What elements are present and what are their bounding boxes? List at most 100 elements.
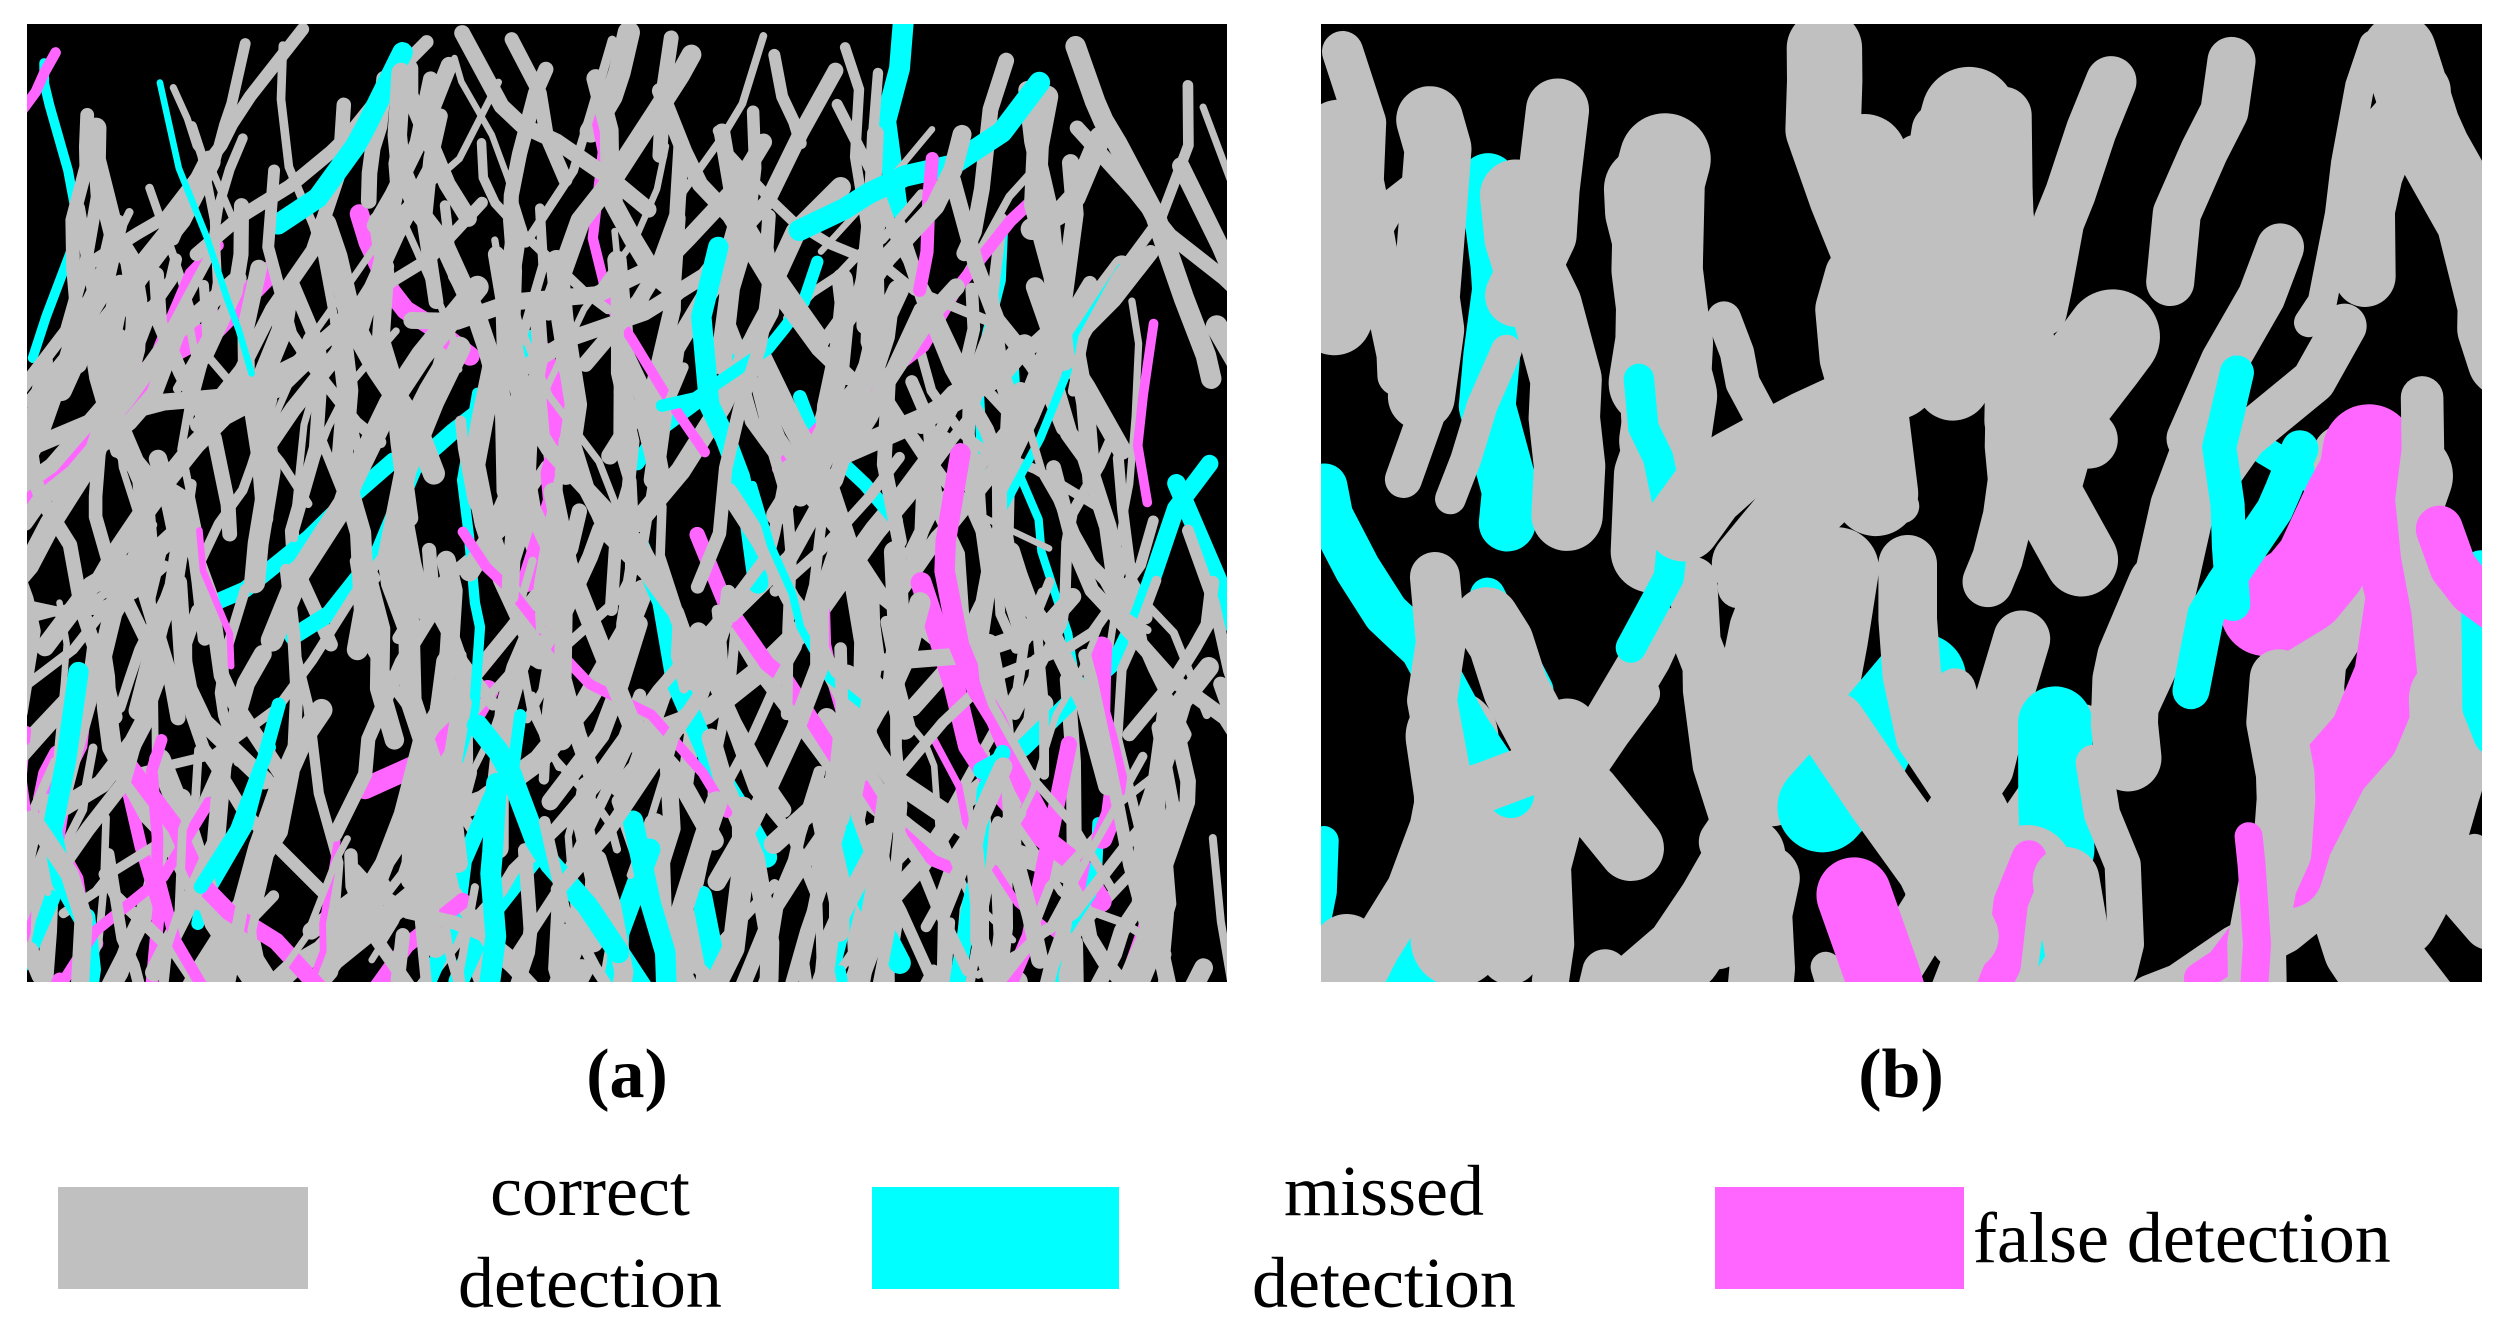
- map-region: [1726, 845, 1800, 982]
- map-region: [27, 301, 159, 493]
- map-region: [449, 387, 486, 778]
- map-region: [1182, 524, 1227, 684]
- map-region: [811, 839, 885, 982]
- map-region: [527, 521, 609, 667]
- map-region: [769, 451, 905, 597]
- map-region: [2146, 36, 2256, 307]
- map-region: [934, 443, 1053, 831]
- map-region: [506, 709, 536, 839]
- map-region: [269, 835, 351, 982]
- map-region: [389, 515, 444, 878]
- map-region: [145, 734, 207, 982]
- map-region: [723, 340, 888, 623]
- map-region: [805, 124, 972, 495]
- map-region: [550, 584, 736, 898]
- map-region: [331, 329, 375, 661]
- map-region: [964, 476, 1032, 647]
- panel-label: (a): [586, 1036, 668, 1113]
- map-region: [451, 54, 530, 241]
- map-region: [1480, 159, 1606, 551]
- map-region: [1797, 691, 1999, 971]
- map-region: [115, 750, 326, 982]
- map-region: [27, 138, 104, 393]
- map-region: [115, 253, 182, 368]
- map-region: [129, 535, 186, 726]
- map-region: [2220, 404, 2416, 657]
- map-region: [1976, 840, 2047, 982]
- map-region: [1208, 834, 1227, 982]
- map-region: [1384, 268, 1458, 498]
- map-region: [27, 567, 123, 762]
- map-region: [1453, 587, 1664, 882]
- map-region: [2172, 430, 2319, 710]
- map-region: [974, 627, 1116, 893]
- map-region: [416, 108, 448, 310]
- map-region: [748, 480, 867, 710]
- map-region: [768, 48, 807, 150]
- map-region: [813, 844, 824, 982]
- map-region: [504, 32, 573, 187]
- map-region: [1001, 542, 1117, 796]
- map-region: [2333, 60, 2451, 307]
- map-region: [496, 426, 523, 605]
- map-region: [1863, 134, 1939, 376]
- map-region: [2234, 822, 2271, 982]
- map-region: [2155, 303, 2367, 556]
- map-region: [1116, 894, 1171, 982]
- map-region: [1009, 436, 1116, 720]
- map-region: [548, 887, 567, 982]
- map-region: [80, 24, 310, 272]
- map-region: [2415, 505, 2482, 628]
- map-region: [883, 515, 1159, 792]
- map-region: [1932, 668, 1995, 982]
- map-region: [156, 79, 255, 377]
- map-region: [1067, 79, 1194, 397]
- map-region: [875, 24, 914, 218]
- map-region: [1032, 576, 1055, 780]
- legend-label: missed detection: [1252, 1151, 1516, 1323]
- map-region: [2016, 56, 2137, 337]
- map-region: [54, 713, 153, 816]
- map-region: [788, 71, 1051, 241]
- map-region: [223, 563, 304, 973]
- map-region: [90, 327, 185, 456]
- map-region: [2166, 223, 2304, 463]
- map-region: [193, 697, 286, 894]
- map-region: [27, 633, 105, 923]
- map-region: [1065, 35, 1222, 389]
- map-region: [1435, 334, 1522, 515]
- map-region: [701, 728, 780, 982]
- map-region: [217, 949, 241, 982]
- map-region: [1069, 120, 1227, 292]
- map-region: [705, 223, 748, 375]
- map-region: [363, 652, 456, 904]
- map-region: [102, 848, 145, 982]
- map-region: [344, 848, 415, 982]
- map-region: [237, 259, 274, 527]
- map-region: [831, 712, 939, 982]
- map-region: [290, 394, 316, 543]
- map-region: [2075, 744, 2144, 982]
- map-region: [541, 615, 648, 811]
- map-region: [196, 527, 235, 670]
- map-region: [1172, 157, 1227, 285]
- map-region: [377, 336, 471, 636]
- map-region: [1132, 318, 1159, 508]
- map-region: [796, 783, 838, 982]
- map-region: [1090, 709, 1196, 982]
- map-region: [182, 698, 333, 982]
- map-region: [980, 633, 1049, 969]
- map-region: [182, 279, 214, 426]
- map-region: [466, 714, 630, 964]
- map-region: [163, 745, 203, 951]
- legend-label: correct detection: [458, 1151, 722, 1323]
- map-region: [1729, 527, 1879, 827]
- map-region: [736, 789, 858, 982]
- map-region: [964, 757, 1013, 982]
- map-region: [368, 211, 419, 527]
- map-region: [118, 768, 166, 982]
- map-region: [847, 788, 898, 982]
- map-region: [1021, 413, 1152, 635]
- map-region: [455, 883, 479, 982]
